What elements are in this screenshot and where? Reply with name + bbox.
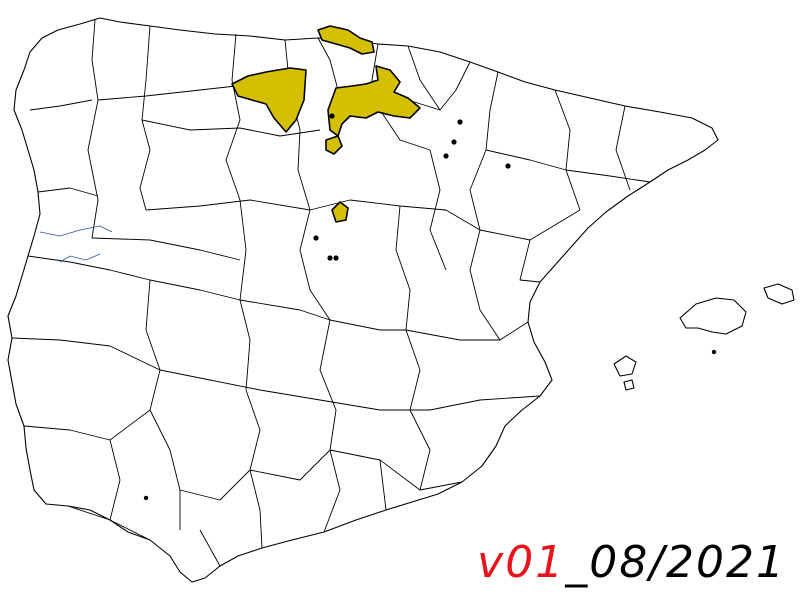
menorca-island: [763, 283, 795, 305]
distribution-area-sistema-central: [331, 201, 349, 223]
distribution-area-southern-burgos: [325, 135, 343, 155]
distribution-areas: [231, 25, 421, 223]
record-point: [329, 113, 335, 119]
record-point: [505, 163, 511, 169]
record-point: [143, 495, 149, 501]
distribution-area-upper-ebro: [327, 65, 421, 137]
version-date: _08/2021: [565, 537, 786, 588]
record-point: [457, 119, 463, 125]
distribution-area-cantabrian-mountains: [231, 67, 307, 133]
formentera-island: [623, 379, 635, 391]
record-point: [333, 255, 339, 261]
distribution-area-cantabrian-coast: [317, 25, 375, 55]
record-point: [451, 139, 457, 145]
mallorca-island: [679, 297, 747, 335]
ibiza-island: [613, 355, 637, 377]
version-label: v01_08/2021: [477, 541, 786, 585]
record-point: [313, 235, 319, 241]
point-records: [143, 113, 717, 501]
version-code: v01: [477, 537, 566, 588]
record-point: [327, 255, 333, 261]
iberian-peninsula-outline: [7, 17, 719, 583]
record-point: [711, 349, 717, 355]
douro-river: [39, 225, 113, 237]
record-point: [443, 153, 449, 159]
tagus-river: [59, 253, 101, 263]
